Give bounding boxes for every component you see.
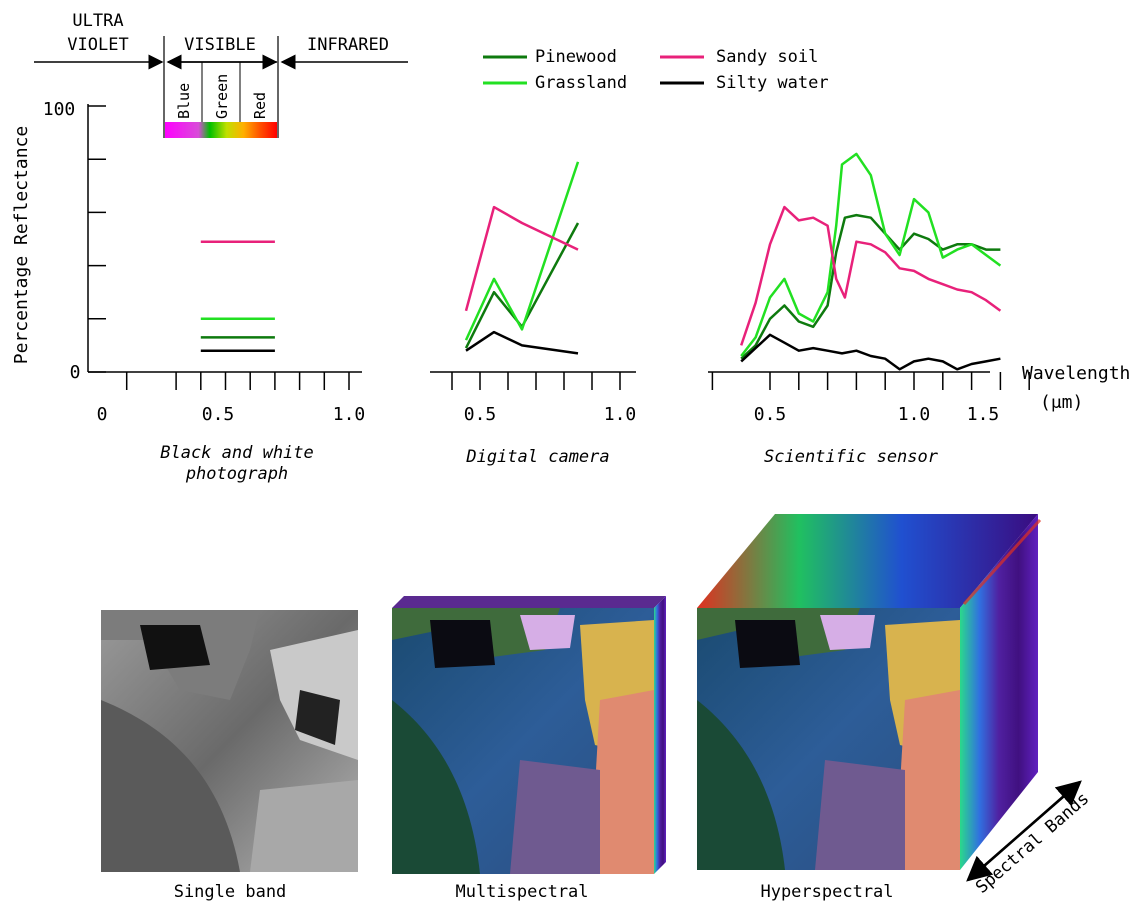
panel-captions: Black and white photograph Digital camer… — [160, 443, 939, 484]
x-tick-label: 0.5 — [754, 404, 787, 425]
multispectral-cube — [392, 596, 666, 874]
x-tick-label: 1.0 — [604, 404, 637, 425]
series-line-pinewood — [464, 222, 580, 349]
axes: Percentage Reflectance 100 0 0 0.5 1.0 0… — [11, 99, 1130, 425]
x-tick-label: 0.5 — [202, 404, 235, 425]
caption-scientific-sensor: Scientific sensor — [764, 447, 939, 467]
series-line-silty-water — [740, 333, 1001, 371]
x-tick-label: 0 — [97, 404, 108, 425]
image-captions: Single band Multispectral Hyperspectral — [174, 882, 894, 902]
legend: Pinewood Grassland Sandy soil Silty wate… — [483, 47, 829, 93]
x-axis-label-line1: Wavelength — [1022, 363, 1130, 384]
infrared-label: INFRARED — [307, 35, 389, 55]
data-series — [200, 152, 1002, 371]
series-line-pinewood — [740, 213, 1001, 360]
series-line-sandy-soil — [740, 205, 1002, 346]
single-band-image — [101, 610, 358, 872]
band-label-green: Green — [213, 74, 231, 119]
spectrum-header: ULTRA VIOLET VISIBLE INFRARED Blue Green… — [34, 11, 408, 138]
uv-label-line1: ULTRA — [72, 11, 123, 31]
x-tick-label: 1.0 — [898, 404, 931, 425]
legend-label-sandy-soil: Sandy soil — [716, 47, 818, 67]
uv-label-line2: VIOLET — [67, 35, 128, 55]
y-tick-label-100: 100 — [43, 99, 76, 120]
hyperspectral-cube — [697, 514, 1042, 870]
series-line-grassland — [464, 161, 580, 341]
caption-digital-camera: Digital camera — [465, 447, 609, 467]
legend-label-grassland: Grassland — [535, 73, 627, 93]
visible-spectrum-bar — [165, 122, 277, 138]
caption-hyperspectral: Hyperspectral — [760, 882, 893, 902]
visible-label: VISIBLE — [184, 35, 256, 55]
y-axis-label: Percentage Reflectance — [11, 126, 32, 364]
series-line-grassland — [740, 152, 1002, 357]
caption-multispectral: Multispectral — [455, 882, 588, 902]
series-line-silty-water — [465, 330, 579, 355]
y-tick-label-0: 0 — [70, 362, 81, 383]
caption-single-band: Single band — [174, 882, 287, 902]
caption-bw-line1: Black and white — [160, 443, 314, 463]
series-line-sandy-soil — [464, 205, 579, 312]
legend-label-pinewood: Pinewood — [535, 47, 617, 67]
band-label-blue: Blue — [175, 83, 193, 119]
x-tick-label: 1.5 — [967, 404, 1000, 425]
caption-bw-line2: photograph — [185, 464, 288, 484]
x-tick-label: 0.5 — [464, 404, 497, 425]
band-label-red: Red — [251, 92, 269, 119]
x-axis-label-line2: (μm) — [1040, 392, 1083, 413]
x-tick-label: 1.0 — [333, 404, 366, 425]
legend-label-silty-water: Silty water — [716, 73, 829, 93]
